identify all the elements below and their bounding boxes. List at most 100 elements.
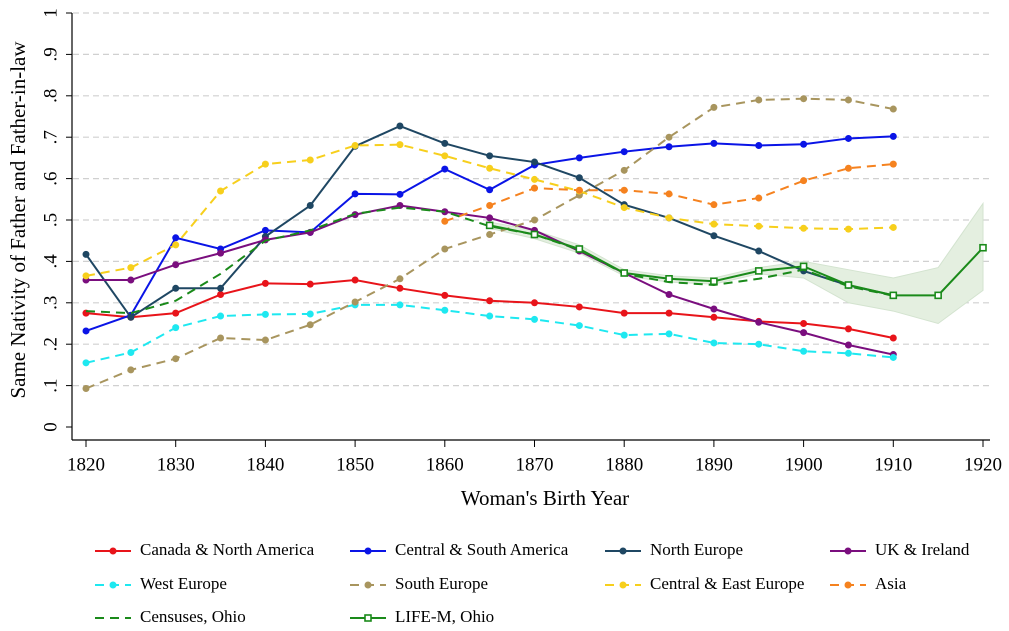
point <box>800 329 808 337</box>
point <box>217 187 225 195</box>
point <box>844 281 853 289</box>
series-line <box>85 97 894 390</box>
point <box>486 152 494 160</box>
point <box>82 359 90 367</box>
point <box>127 264 135 272</box>
point <box>844 134 852 142</box>
point <box>979 243 987 252</box>
point <box>172 261 180 269</box>
point <box>620 166 628 174</box>
legend-label: Central & South America <box>395 540 569 559</box>
point <box>306 156 314 164</box>
point <box>800 95 808 103</box>
point <box>82 272 90 280</box>
x-tick-label: 1830 <box>157 454 195 475</box>
point <box>306 310 314 318</box>
point <box>710 277 718 286</box>
y-tick-label: .4 <box>40 254 61 269</box>
x-tick-label: 1850 <box>336 454 374 475</box>
legend-marker <box>844 547 852 555</box>
point <box>261 226 269 234</box>
point <box>217 334 225 342</box>
point <box>755 222 763 230</box>
point <box>217 284 225 292</box>
point <box>800 347 808 355</box>
series-line <box>85 206 894 315</box>
legend-label: West Europe <box>140 574 227 593</box>
point <box>889 223 897 231</box>
y-tick-label: .2 <box>40 337 61 351</box>
y-axis-label: Same Nativity of Father and Father-in-la… <box>6 41 30 399</box>
x-tick-label: 1910 <box>874 454 912 475</box>
point <box>217 312 225 320</box>
point <box>531 216 538 224</box>
point <box>396 122 404 130</box>
point <box>800 224 808 232</box>
legend-label: Central & East Europe <box>650 574 804 593</box>
point <box>755 318 763 326</box>
point <box>486 297 494 305</box>
point <box>531 315 538 323</box>
point <box>82 327 90 335</box>
y-tick-label: .6 <box>40 171 61 185</box>
point <box>844 325 852 333</box>
point <box>665 291 673 299</box>
legend-label: Canada & North America <box>140 540 315 559</box>
point <box>710 139 718 147</box>
point <box>351 276 359 284</box>
point <box>172 324 180 332</box>
legend-label: South Europe <box>395 574 488 593</box>
point <box>441 306 449 314</box>
point <box>217 249 225 257</box>
point <box>755 194 763 202</box>
point <box>889 353 897 361</box>
y-tick-label: .7 <box>40 130 61 144</box>
point <box>620 269 629 277</box>
legend-label: Censuses, Ohio <box>140 607 246 626</box>
point <box>441 165 449 173</box>
x-tick-label: 1890 <box>695 454 733 475</box>
y-tick-label: .5 <box>40 213 61 227</box>
point <box>575 245 584 253</box>
point <box>351 298 359 306</box>
legend-marker <box>619 581 627 589</box>
x-axis-label: Woman's Birth Year <box>461 486 629 510</box>
point <box>844 341 852 349</box>
point <box>531 175 538 183</box>
point <box>710 339 718 347</box>
point <box>575 154 583 162</box>
point <box>441 217 449 225</box>
legend-label: North Europe <box>650 540 743 559</box>
point <box>665 274 673 283</box>
point <box>710 201 718 209</box>
point <box>396 284 404 292</box>
legend-marker <box>619 547 627 555</box>
series-line <box>489 224 984 297</box>
point <box>531 184 538 192</box>
point <box>665 214 673 222</box>
point <box>665 143 673 151</box>
point <box>844 225 852 233</box>
point <box>306 280 314 288</box>
legend-label: UK & Ireland <box>875 540 970 559</box>
legend-marker <box>109 547 117 555</box>
point <box>844 164 852 172</box>
point <box>844 96 852 104</box>
point <box>486 186 494 194</box>
point <box>889 291 898 300</box>
point <box>441 291 449 299</box>
point <box>396 275 404 283</box>
point <box>441 139 449 147</box>
point <box>665 330 673 338</box>
legend-marker <box>364 614 372 622</box>
point <box>441 245 449 253</box>
point <box>127 276 135 284</box>
y-tick-label: 1 <box>40 8 61 18</box>
point <box>351 141 359 149</box>
point <box>889 132 897 140</box>
point <box>575 303 583 311</box>
point <box>261 310 269 318</box>
point <box>172 234 180 242</box>
point <box>754 267 763 275</box>
